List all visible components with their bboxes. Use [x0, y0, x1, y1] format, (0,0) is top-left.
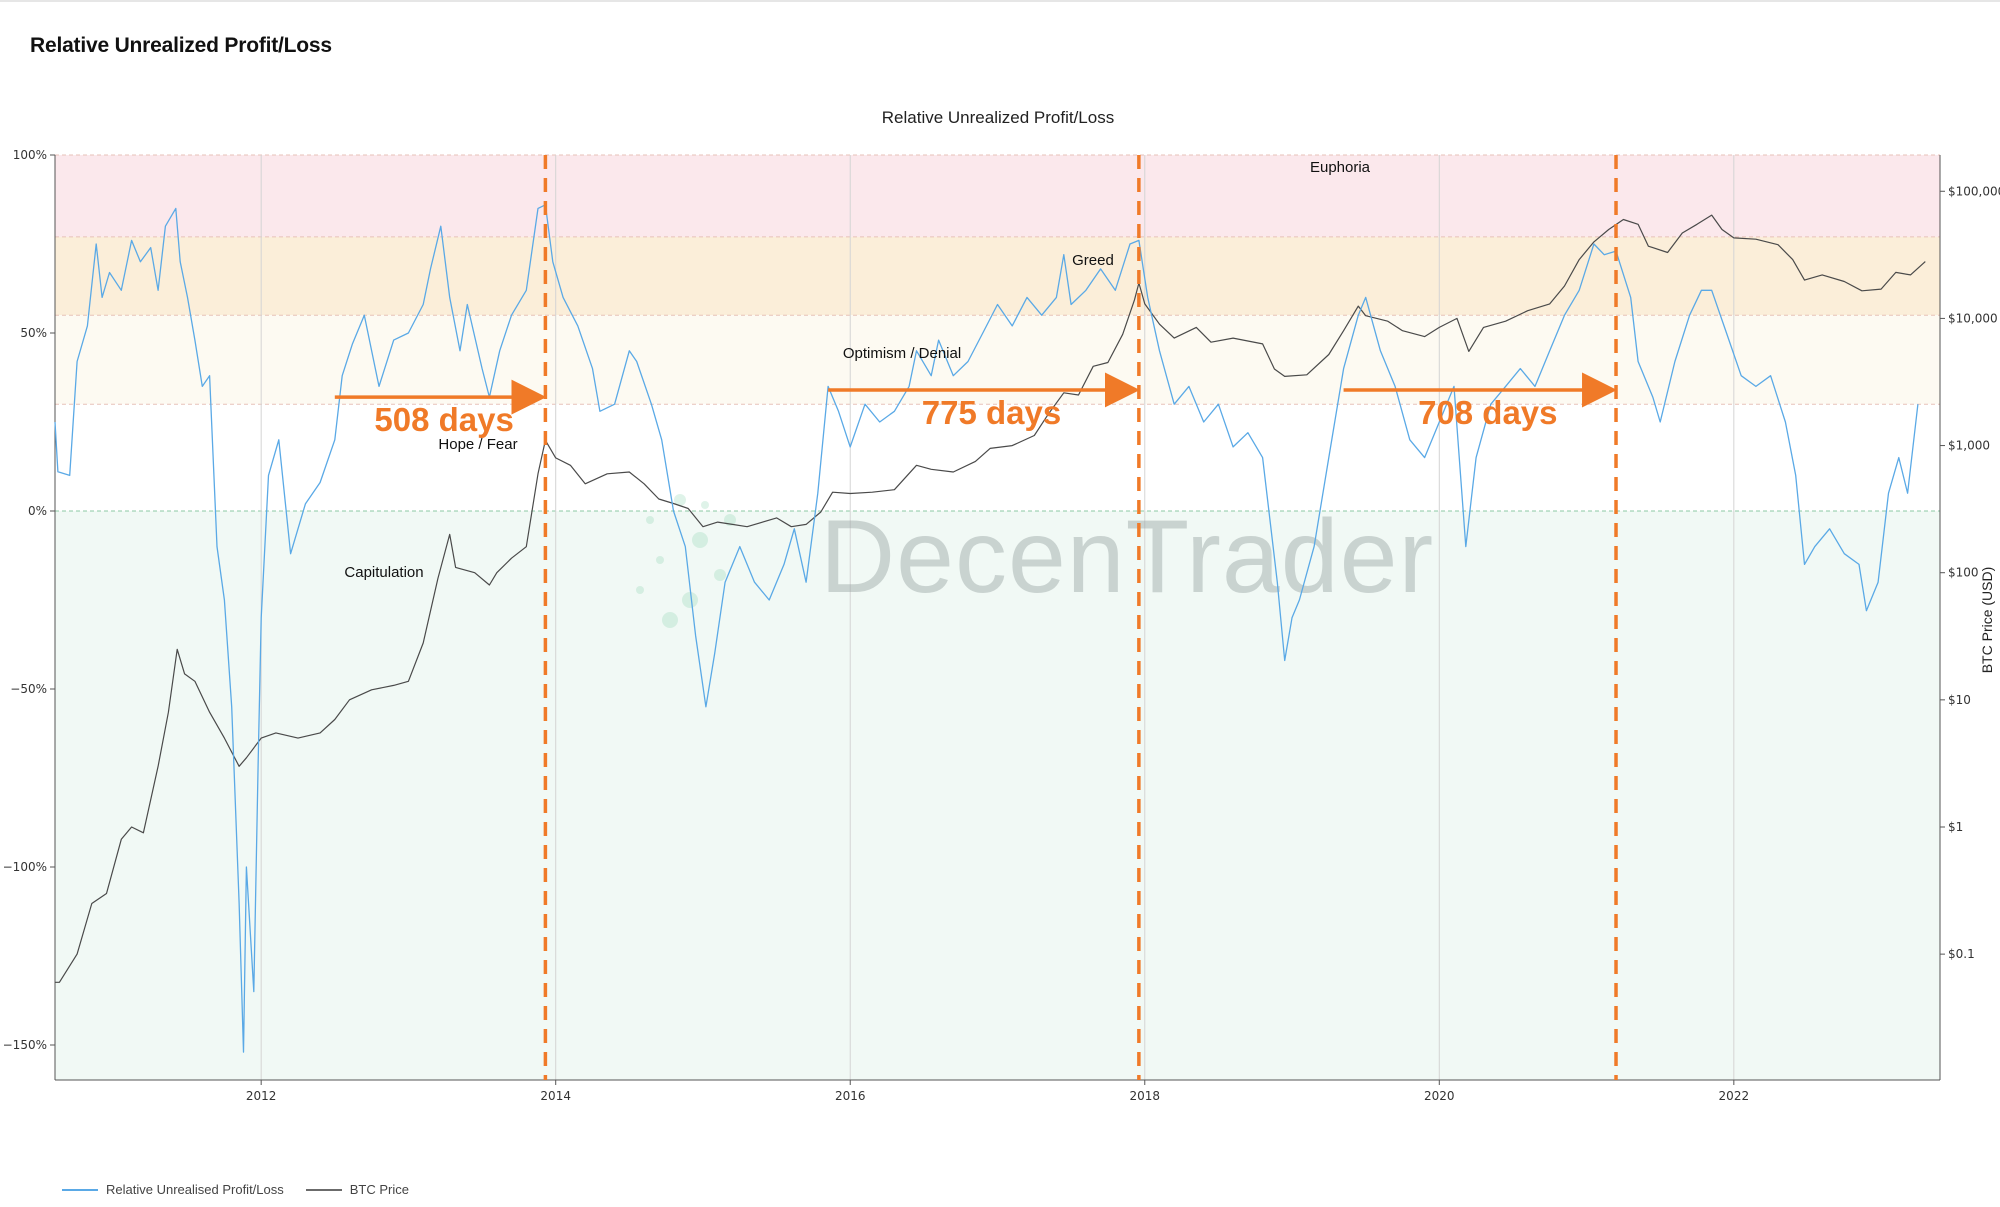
cycle-duration-label: 508 days [374, 401, 513, 438]
watermark-dot [682, 592, 698, 608]
zone-label-euphoria: Euphoria [1310, 159, 1371, 176]
y-right-tick-label: $1 [1948, 820, 1963, 834]
zone-label-hope-fear: Hope / Fear [438, 436, 517, 453]
chart-title: Relative Unrealized Profit/Loss [882, 108, 1114, 127]
y-right-axis-label: BTC Price (USD) [1979, 567, 1995, 674]
zone-label-greed: Greed [1072, 252, 1114, 269]
legend-item-rupl[interactable]: Relative Unrealised Profit/Loss [62, 1182, 284, 1197]
series-line-rupl [54, 204, 1919, 1053]
cycle-duration-label: 775 days [922, 394, 1061, 431]
y-left-tick-label: −150% [3, 1038, 47, 1052]
zone-greed [55, 236, 1940, 316]
y-right-tick-label: $10,000 [1948, 311, 1998, 325]
x-tick-label-2022: 2022 [1719, 1089, 1750, 1103]
y-right-tick-label: $10 [1948, 693, 1971, 707]
y-right-tick-label: $100 [1948, 566, 1979, 580]
y-right-tick-label: $100,000 [1948, 184, 2000, 198]
zone-label-optimism-denial: Optimism / Denial [843, 345, 961, 362]
zone-hope-fear [55, 404, 1940, 511]
watermark-dot [636, 586, 644, 594]
x-tick-label-2012: 2012 [246, 1089, 277, 1103]
x-tick-label-2014: 2014 [540, 1089, 571, 1103]
watermark-dot [656, 556, 664, 564]
y-left-tick-label: 100% [13, 148, 47, 162]
legend-item-btc-price[interactable]: BTC Price [305, 1182, 409, 1197]
legend-label-rupl: Relative Unrealised Profit/Loss [106, 1182, 284, 1197]
legend-swatch-rupl [62, 1188, 98, 1191]
cycle-duration-label: 708 days [1418, 394, 1557, 431]
watermark-dot [674, 494, 686, 506]
watermark-dot [692, 532, 708, 548]
legend-swatch-btc-price [305, 1188, 342, 1191]
page-title: Relative Unrealized Profit/Loss [30, 34, 332, 57]
y-right-tick-label: $1,000 [1948, 439, 1990, 453]
watermark-dot [646, 516, 654, 524]
legend: Relative Unrealised Profit/Loss BTC Pric… [62, 1182, 431, 1197]
watermark-dot [714, 569, 726, 581]
x-tick-label-2018: 2018 [1129, 1089, 1160, 1103]
top-divider [0, 0, 2000, 2]
y-right-tick-label: $0.1 [1948, 947, 1975, 961]
legend-label-btc-price: BTC Price [349, 1182, 409, 1197]
zone-label-capitulation: Capitulation [344, 564, 423, 581]
y-left-tick-label: −100% [3, 860, 47, 874]
watermark-dot [701, 501, 709, 509]
y-left-tick-label: 50% [20, 326, 47, 340]
x-tick-label-2020: 2020 [1424, 1089, 1455, 1103]
y-left-tick-label: −50% [10, 682, 47, 696]
series-line-btc-price [55, 214, 1926, 983]
y-left-tick-label: 0% [28, 504, 47, 518]
x-tick-label-2016: 2016 [835, 1089, 866, 1103]
zone-capitulation [55, 511, 1940, 1080]
zone-euphoria [55, 155, 1940, 237]
watermark-dot [662, 612, 678, 628]
watermark-text: DecenTrader [820, 499, 1434, 615]
